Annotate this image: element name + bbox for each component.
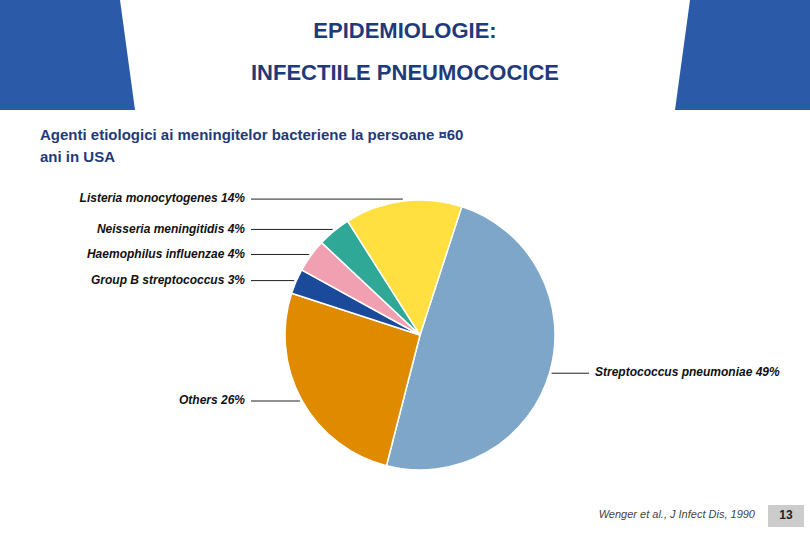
pie	[285, 200, 555, 470]
leader-line	[251, 254, 309, 255]
chart-svg: EPIDEMIOLOGIE: INFECTIILE PNEUMOCOCICE Age…	[0, 0, 810, 540]
chart-container: EPIDEMIOLOGIE: INFECTIILE PNEUMOCOCICE Age…	[0, 0, 810, 540]
leader-line	[251, 280, 294, 281]
slice-label: Group B streptococcus 3%	[91, 273, 245, 287]
page-number: 13	[779, 508, 793, 522]
slice-label: Haemophilus influenzae 4%	[87, 247, 245, 261]
slice-label: Streptococcus pneumoniae 49%	[595, 365, 780, 379]
subtitle: Agenti etiologici ai meningitelor bacter…	[40, 126, 463, 143]
slice-label: Neisseria meningitidis 4%	[97, 222, 245, 236]
page-number-box	[768, 505, 804, 527]
slice-label: Listeria monocytogenes 14%	[80, 191, 246, 205]
pie-slice	[348, 200, 462, 335]
slice-label: Others 26%	[179, 393, 245, 407]
leader-line	[251, 401, 300, 402]
header-bar	[675, 0, 810, 110]
leader-line	[552, 373, 589, 374]
title: EPIDEMIOLOGIE:	[313, 18, 496, 43]
subtitle: ani in USA	[40, 148, 115, 165]
labels: Streptococcus pneumoniae 49% Others 26% Gr…	[80, 191, 780, 407]
reference: Wenger et al., J Infect Dis, 1990	[599, 508, 756, 520]
header-bar	[0, 0, 135, 110]
page: {"chart_data": {"type": "pie", "title": …	[0, 0, 810, 540]
title: INFECTIILE PNEUMOCOCICE	[251, 60, 559, 85]
leader-line	[251, 199, 403, 200]
leader-line	[251, 229, 333, 230]
